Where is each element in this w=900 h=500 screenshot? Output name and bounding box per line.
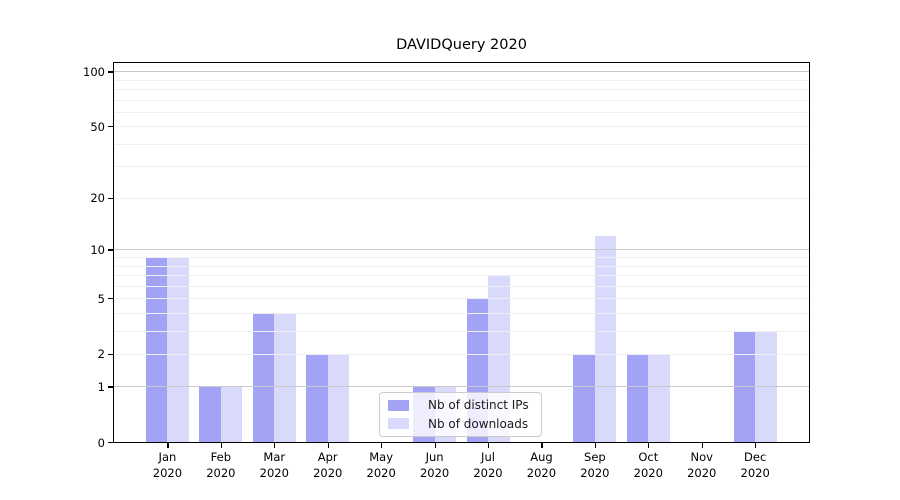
y-tick: [108, 298, 113, 300]
legend-label-downloads: Nb of downloads: [428, 416, 529, 431]
gridline-minor: [114, 126, 809, 128]
bar-downloads-mar: [274, 312, 296, 442]
gridline-major: [114, 249, 809, 251]
gridline-minor: [114, 330, 809, 332]
x-tick-label-jan: Jan 2020: [152, 450, 183, 480]
y-tick-label: 50: [90, 119, 105, 134]
gridline-minor: [114, 275, 809, 277]
y-tick: [108, 249, 113, 251]
y-tick: [108, 353, 113, 355]
y-tick-label: 100: [83, 64, 105, 79]
x-tick-label-feb: Feb 2020: [206, 450, 236, 480]
bar-distinct-ips-sep: [573, 353, 595, 442]
y-tick: [108, 126, 113, 128]
plot-area: Nb of distinct IPs Nb of downloads: [113, 62, 810, 443]
y-tick-label: 2: [97, 347, 105, 362]
legend-entry-distinct-ips: Nb of distinct IPs: [388, 398, 533, 412]
bar-distinct-ips-apr: [306, 353, 328, 442]
gridline-minor: [114, 197, 809, 199]
bar-distinct-ips-mar: [252, 312, 275, 442]
chart-title: DAVIDQuery 2020: [396, 37, 527, 53]
y-tick-label: 20: [90, 191, 105, 206]
x-tick-label-dec: Dec 2020: [740, 450, 770, 480]
y-tick-label: 1: [97, 379, 105, 394]
gridline-minor: [114, 257, 809, 259]
x-tick: [274, 443, 276, 448]
x-tick: [541, 443, 543, 448]
bar-downloads-apr: [327, 353, 350, 442]
y-tick-label: 0: [97, 435, 105, 450]
gridline-minor: [114, 166, 809, 168]
gridline-major: [114, 386, 809, 388]
gridline-minor: [114, 99, 809, 101]
x-tick-label-sep: Sep 2020: [580, 450, 610, 480]
bar-downloads-oct: [648, 353, 670, 442]
legend-swatch-downloads: [388, 418, 409, 430]
y-tick: [108, 197, 113, 199]
gridline-minor: [114, 143, 809, 145]
x-tick: [381, 443, 383, 448]
x-tick: [594, 443, 597, 448]
legend-entry-downloads: Nb of downloads: [388, 417, 533, 431]
bar-distinct-ips-oct: [626, 353, 649, 442]
gridline-minor: [114, 285, 809, 287]
legend-label-distinct-ips: Nb of distinct IPs: [428, 398, 529, 413]
gridline-minor: [114, 353, 809, 355]
gridline-minor: [114, 298, 809, 300]
gridline-minor: [114, 111, 809, 113]
gridline-minor: [114, 312, 809, 314]
x-tick-label-nov: Nov 2020: [687, 450, 717, 480]
bar-distinct-ips-jan: [145, 257, 168, 442]
x-tick: [434, 443, 436, 448]
gridline-minor: [114, 89, 809, 91]
x-tick-label-mar: Mar 2020: [259, 450, 289, 480]
y-tick-label: 10: [90, 242, 105, 257]
bar-downloads-feb: [220, 386, 243, 442]
x-tick-label-aug: Aug 2020: [526, 450, 557, 480]
legend: Nb of distinct IPs Nb of downloads: [379, 392, 542, 437]
x-tick: [220, 443, 223, 448]
bar-downloads-jan: [167, 257, 189, 442]
x-tick: [488, 443, 490, 448]
legend-swatch-distinct-ips: [388, 399, 409, 411]
bar-downloads-sep: [594, 236, 617, 442]
y-tick: [108, 71, 113, 73]
x-tick-label-apr: Apr 2020: [313, 450, 343, 480]
x-tick: [167, 443, 169, 448]
x-tick: [755, 443, 757, 448]
x-tick-label-may: May 2020: [366, 450, 396, 480]
y-tick-label: 5: [97, 291, 105, 306]
x-tick: [701, 443, 703, 448]
gridline-minor: [114, 265, 809, 267]
x-tick-label-jun: Jun 2020: [419, 450, 450, 480]
bar-distinct-ips-feb: [199, 386, 221, 442]
y-tick: [108, 386, 113, 388]
x-tick-label-oct: Oct 2020: [633, 450, 663, 480]
gridline-major: [114, 71, 809, 73]
x-tick: [648, 443, 650, 448]
x-tick: [327, 443, 329, 448]
gridline-minor: [114, 79, 809, 81]
y-tick: [108, 442, 113, 444]
x-tick-label-jul: Jul 2020: [473, 450, 503, 480]
